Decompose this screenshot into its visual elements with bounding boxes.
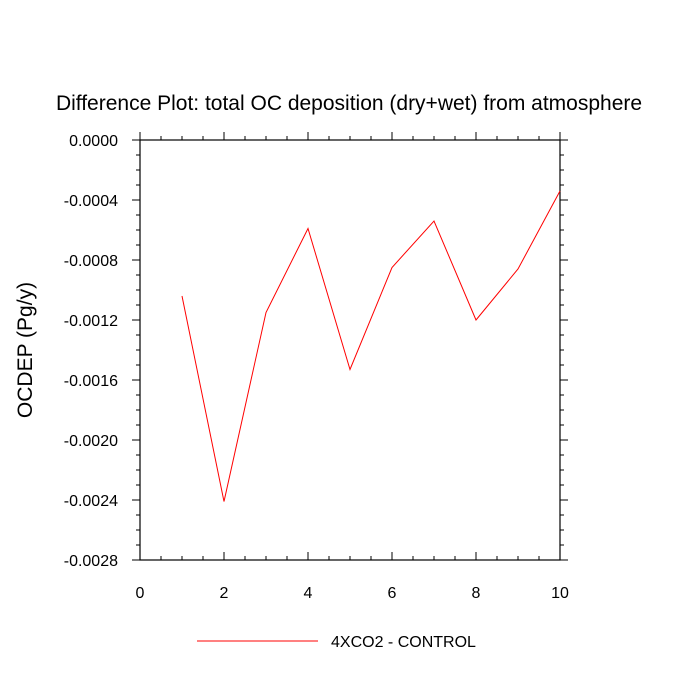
y-tick-label: -0.0024 [64, 493, 118, 510]
y-axis-label: OCDEP (Pg/y) [14, 282, 37, 418]
x-tick-label: 10 [551, 585, 569, 602]
y-tick-label: -0.0012 [64, 313, 118, 330]
y-tick-label: -0.0008 [64, 253, 118, 270]
y-tick-label: -0.0004 [64, 193, 118, 210]
x-tick-label: 4 [304, 585, 313, 602]
x-tick-label: 2 [220, 585, 229, 602]
axis-tick-labels: 0 2 4 6 8 10 0.0000 -0.0004 -0.0008 -0.0012 -0.001… [64, 133, 569, 602]
x-tick-label: 8 [472, 585, 481, 602]
y-tick-label: 0.0000 [69, 133, 118, 150]
series-line-4xco2-control [181, 190, 561, 502]
x-tick-label: 0 [136, 585, 145, 602]
y-tick-label: -0.0016 [64, 373, 118, 390]
legend-label: 4XCO2 - CONTROL [331, 634, 476, 651]
chart-title: Difference Plot: total OC deposition (dr… [56, 92, 642, 115]
x-tick-label: 6 [388, 585, 397, 602]
legend: 4XCO2 - CONTROL [197, 634, 476, 651]
axis-ticks [132, 132, 568, 561]
plot-frame [139, 139, 561, 561]
y-tick-label: -0.0028 [64, 553, 118, 570]
series-group [181, 190, 561, 502]
y-tick-label: -0.0020 [64, 433, 118, 450]
